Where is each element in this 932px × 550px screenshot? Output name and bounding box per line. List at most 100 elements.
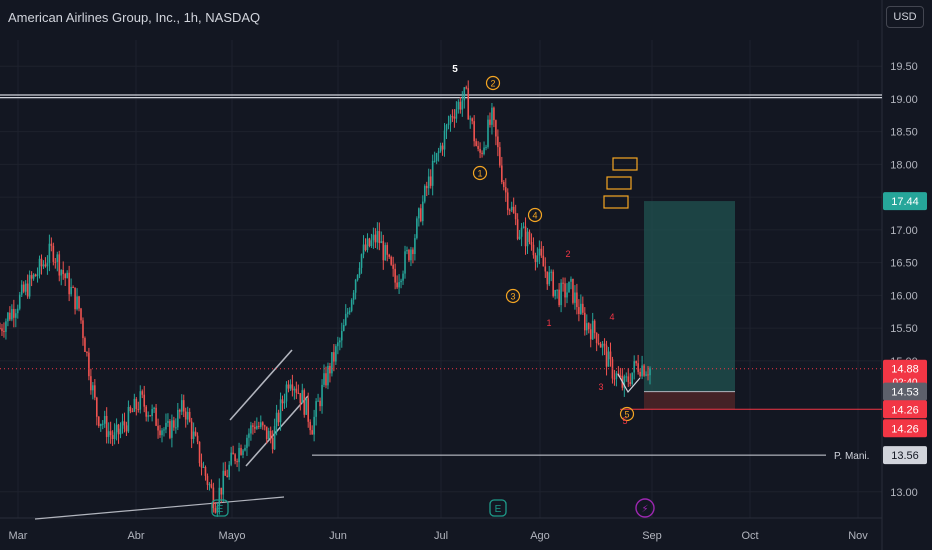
currency-button[interactable]: USD: [886, 6, 924, 28]
candle-body: [418, 208, 420, 219]
candle-body: [321, 384, 323, 407]
candle-body: [548, 272, 551, 285]
candle-body: [48, 243, 51, 263]
candle-body: [32, 274, 35, 279]
candle-body: [40, 258, 43, 267]
candle-body: [613, 378, 616, 380]
candle-body: [463, 87, 466, 101]
candle-body: [44, 264, 47, 267]
elliott-wave-label: 4: [532, 211, 537, 221]
candle-body: [402, 273, 404, 281]
candle-body: [406, 250, 408, 252]
candle-body: [90, 376, 92, 391]
candle-body: [127, 406, 130, 432]
candle-body: [258, 425, 260, 427]
candle-body: [163, 429, 165, 431]
candle-body: [410, 249, 412, 261]
candle-body: [50, 243, 53, 246]
y-tick-label: 19.50: [890, 61, 918, 73]
candle-body: [244, 447, 246, 451]
candle-body: [605, 345, 608, 367]
y-tick-label: 15.50: [890, 323, 918, 335]
candle-body: [514, 212, 517, 220]
candle-body: [22, 284, 25, 292]
candle-body: [546, 271, 549, 285]
entry-price-tag: 14.53: [891, 387, 919, 399]
candle-body: [362, 244, 365, 255]
candle-body: [439, 145, 442, 152]
candle-body: [445, 125, 448, 131]
candle-body: [240, 448, 242, 455]
target-zone: [644, 201, 735, 392]
candle-body: [629, 382, 632, 384]
candle-body: [214, 508, 217, 513]
candle-body: [495, 120, 497, 137]
candle-body: [109, 431, 112, 436]
candle-body: [38, 258, 41, 275]
candle-body: [107, 431, 110, 437]
candle-body: [180, 400, 183, 412]
candle-body: [313, 416, 315, 435]
candle-body: [585, 323, 588, 331]
candle-body: [504, 187, 507, 193]
candle-body: [105, 415, 108, 437]
candle-body: [350, 299, 353, 311]
candle-body: [556, 289, 558, 291]
candle-body: [216, 505, 219, 513]
candle-body: [376, 231, 379, 243]
candle-body: [305, 398, 308, 415]
candle-body: [560, 282, 562, 306]
candle-body: [427, 176, 430, 189]
candle-body: [483, 147, 485, 154]
candle-body: [346, 312, 349, 314]
elliott-wave-circle: [619, 406, 635, 422]
candle-body: [510, 206, 513, 211]
candle-body: [151, 408, 153, 416]
candle-body: [374, 234, 377, 243]
candle-body: [88, 352, 90, 377]
candle-body: [145, 406, 148, 417]
x-tick-label: Nov: [848, 530, 868, 542]
candle-body: [597, 343, 600, 345]
target-price-tag-bg: [883, 192, 927, 211]
candle-body: [15, 313, 17, 318]
candle-body: [390, 256, 392, 265]
candle-body: [380, 241, 383, 244]
y-tick-label: 18.00: [890, 159, 918, 171]
candle-body: [423, 185, 426, 202]
candle-body: [499, 147, 501, 166]
candle-body: [512, 206, 515, 213]
candle-body: [263, 425, 266, 427]
y-tick-label: 13.00: [890, 487, 918, 499]
candle-body: [457, 101, 460, 110]
candle-body: [358, 267, 361, 275]
candle-body: [186, 411, 189, 420]
current-price-tag-bg: [883, 359, 927, 390]
candle-body: [327, 365, 329, 386]
candle-body: [287, 384, 290, 389]
candle-body: [311, 430, 313, 435]
candle-body: [392, 264, 394, 269]
stop-zone: [644, 391, 735, 410]
candle-body: [46, 262, 49, 267]
earnings-icon-label: E: [495, 504, 502, 515]
candle-body: [408, 250, 410, 261]
candle-body: [202, 467, 205, 469]
candle-body: [453, 116, 456, 119]
candle-body: [299, 393, 302, 404]
candle-body: [378, 231, 381, 244]
candle-body: [404, 251, 406, 274]
candle-body: [5, 321, 7, 332]
candle-body: [382, 241, 385, 261]
candle-body: [147, 415, 149, 417]
x-tick-label: Ago: [530, 530, 550, 542]
candle-body: [584, 312, 586, 331]
candle-body: [26, 283, 29, 297]
current-price-tag: 14.88: [891, 364, 919, 376]
candle-body: [471, 118, 473, 122]
candle-body: [591, 320, 594, 340]
candle-body: [259, 422, 262, 427]
level-box: [606, 176, 632, 190]
earnings-icon-label: E: [217, 504, 224, 515]
